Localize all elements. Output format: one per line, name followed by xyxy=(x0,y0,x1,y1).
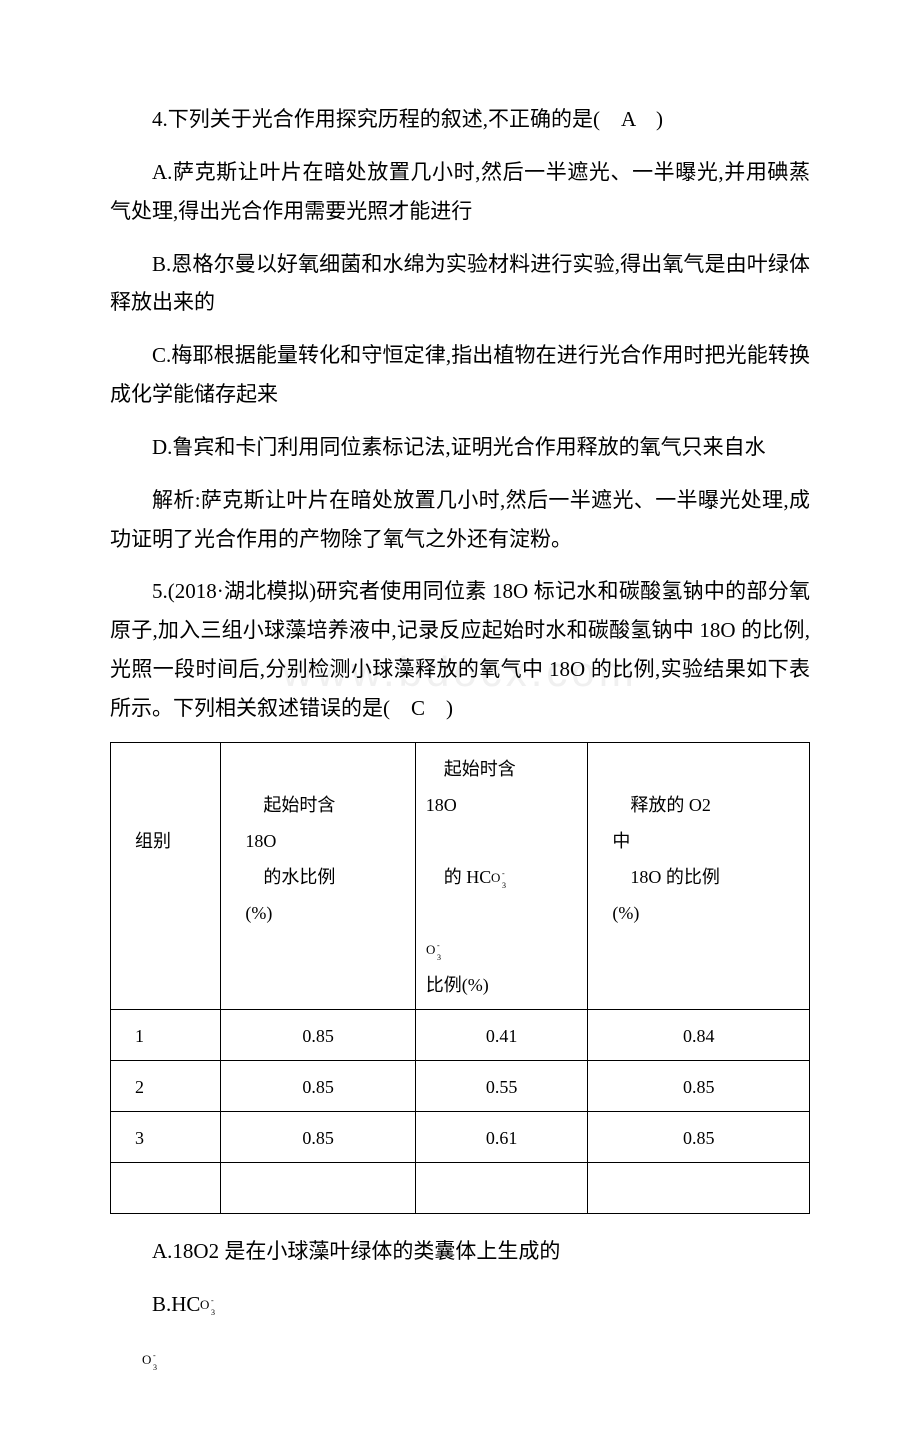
cell-hco3: 0.61 xyxy=(415,1111,588,1162)
cell-water: 0.85 xyxy=(221,1060,415,1111)
svg-text:3: 3 xyxy=(153,1363,157,1372)
q4-stem: 4.下列关于光合作用探究历程的叙述,不正确的是( A ) xyxy=(110,100,810,139)
cell-hco3: 0.41 xyxy=(415,1009,588,1060)
document-content: 4.下列关于光合作用探究历程的叙述,不正确的是( A ) A.萨克斯让叶片在暗处… xyxy=(110,100,810,1372)
svg-text:-: - xyxy=(437,941,440,950)
cell-water: 0.85 xyxy=(221,1009,415,1060)
q5-option-b: B.HCO-3 xyxy=(110,1285,810,1324)
svg-text:-: - xyxy=(502,869,505,878)
cell-hco3: 0.55 xyxy=(415,1060,588,1111)
svg-text:3: 3 xyxy=(502,881,506,890)
q5-option-a: A.18O2 是在小球藻叶绿体的类囊体上生成的 xyxy=(110,1232,810,1271)
table-row: 2 0.85 0.55 0.85 xyxy=(111,1060,810,1111)
cell-group: 2 xyxy=(111,1060,221,1111)
cell-group: 1 xyxy=(111,1009,221,1060)
o3-formula-line: O- 3 xyxy=(110,1350,810,1372)
svg-text:-: - xyxy=(153,1351,156,1360)
o3-minus-icon: O- 3 xyxy=(426,940,448,962)
q4-option-a: A.萨克斯让叶片在暗处放置几小时,然后一半遮光、一半曝光,并用碘蒸气处理,得出光… xyxy=(110,153,810,231)
q5-stem: 5.(2018·湖北模拟)研究者使用同位素 18O 标记水和碳酸氢钠中的部分氧原… xyxy=(110,572,810,727)
svg-text:3: 3 xyxy=(211,1308,215,1317)
cell-o2: 0.85 xyxy=(588,1111,810,1162)
svg-text:O: O xyxy=(491,870,500,885)
cell-group: 3 xyxy=(111,1111,221,1162)
svg-text:3: 3 xyxy=(437,953,441,962)
header-group: 组别 xyxy=(111,742,221,1009)
table-header-row: 组别 起始时含 18O 的水比例 (%) 起始时含 18O 的 HCO-3 xyxy=(111,742,810,1009)
table-row: 1 0.85 0.41 0.84 xyxy=(111,1009,810,1060)
table-row-empty xyxy=(111,1162,810,1213)
header-o2-ratio: 释放的 O2 中 18O 的比例 (%) xyxy=(588,742,810,1009)
q4-option-b: B.恩格尔曼以好氧细菌和水绵为实验材料进行实验,得出氧气是由叶绿体释放出来的 xyxy=(110,245,810,323)
q4-explanation: 解析:萨克斯让叶片在暗处放置几小时,然后一半遮光、一半曝光处理,成功证明了光合作… xyxy=(110,481,810,559)
header-water-ratio: 起始时含 18O 的水比例 (%) xyxy=(221,742,415,1009)
o3-minus-icon: O- 3 xyxy=(200,1295,222,1317)
svg-text:-: - xyxy=(211,1296,214,1305)
svg-text:O: O xyxy=(426,942,435,957)
cell-o2: 0.85 xyxy=(588,1060,810,1111)
q4-option-d: D.鲁宾和卡门利用同位素标记法,证明光合作用释放的氧气只来自水 xyxy=(110,428,810,467)
o3-minus-icon: O- 3 xyxy=(491,868,513,890)
table-row: 3 0.85 0.61 0.85 xyxy=(111,1111,810,1162)
header-hco3-ratio: 起始时含 18O 的 HCO-3 O-3 比例(%) xyxy=(415,742,588,1009)
q5-data-table: 组别 起始时含 18O 的水比例 (%) 起始时含 18O 的 HCO-3 xyxy=(110,742,810,1214)
svg-text:O: O xyxy=(142,1352,151,1367)
o3-minus-icon: O- 3 xyxy=(142,1350,164,1372)
cell-water: 0.85 xyxy=(221,1111,415,1162)
q4-option-c: C.梅耶根据能量转化和守恒定律,指出植物在进行光合作用时把光能转换成化学能储存起… xyxy=(110,336,810,414)
svg-text:O: O xyxy=(200,1297,209,1312)
cell-o2: 0.84 xyxy=(588,1009,810,1060)
